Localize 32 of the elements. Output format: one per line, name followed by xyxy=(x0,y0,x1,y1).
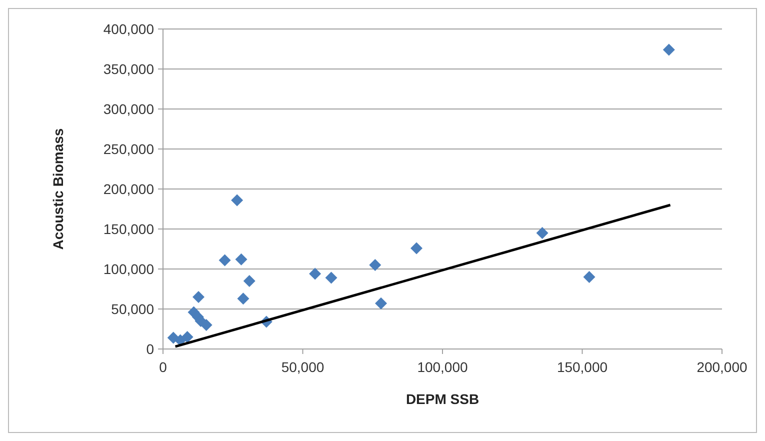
point xyxy=(243,275,256,287)
point xyxy=(235,253,248,266)
point xyxy=(237,292,250,305)
point xyxy=(369,259,382,271)
point xyxy=(325,272,338,284)
point xyxy=(231,194,244,206)
x-tick-label: 200,000 xyxy=(696,359,748,375)
y-tick-label: 300,000 xyxy=(103,101,154,117)
point xyxy=(192,291,204,303)
point xyxy=(536,227,548,239)
y-tick-label: 400,000 xyxy=(103,21,154,37)
point xyxy=(583,271,596,283)
y-tick-label: 150,000 xyxy=(103,221,154,237)
x-axis-title: DEPM SSB xyxy=(406,391,480,407)
x-tick-label: 100,000 xyxy=(417,359,468,375)
point xyxy=(662,44,675,56)
x-tick-label: 0 xyxy=(159,359,168,375)
point xyxy=(375,297,388,310)
point xyxy=(410,242,423,254)
y-tick-label: 350,000 xyxy=(103,61,154,77)
y-tick-label: 0 xyxy=(146,341,154,357)
point xyxy=(181,331,194,343)
y-tick-label: 100,000 xyxy=(103,261,154,277)
y-tick-label: 250,000 xyxy=(103,141,154,157)
y-tick-label: 200,000 xyxy=(103,181,154,197)
y-tick-label: 50,000 xyxy=(111,301,154,317)
point xyxy=(218,254,231,266)
point xyxy=(200,319,212,331)
x-tick-label: 150,000 xyxy=(556,359,608,375)
x-tick-label: 50,000 xyxy=(281,359,324,375)
y-axis-title: Acoustic Biomass xyxy=(50,128,66,250)
point xyxy=(309,268,322,280)
